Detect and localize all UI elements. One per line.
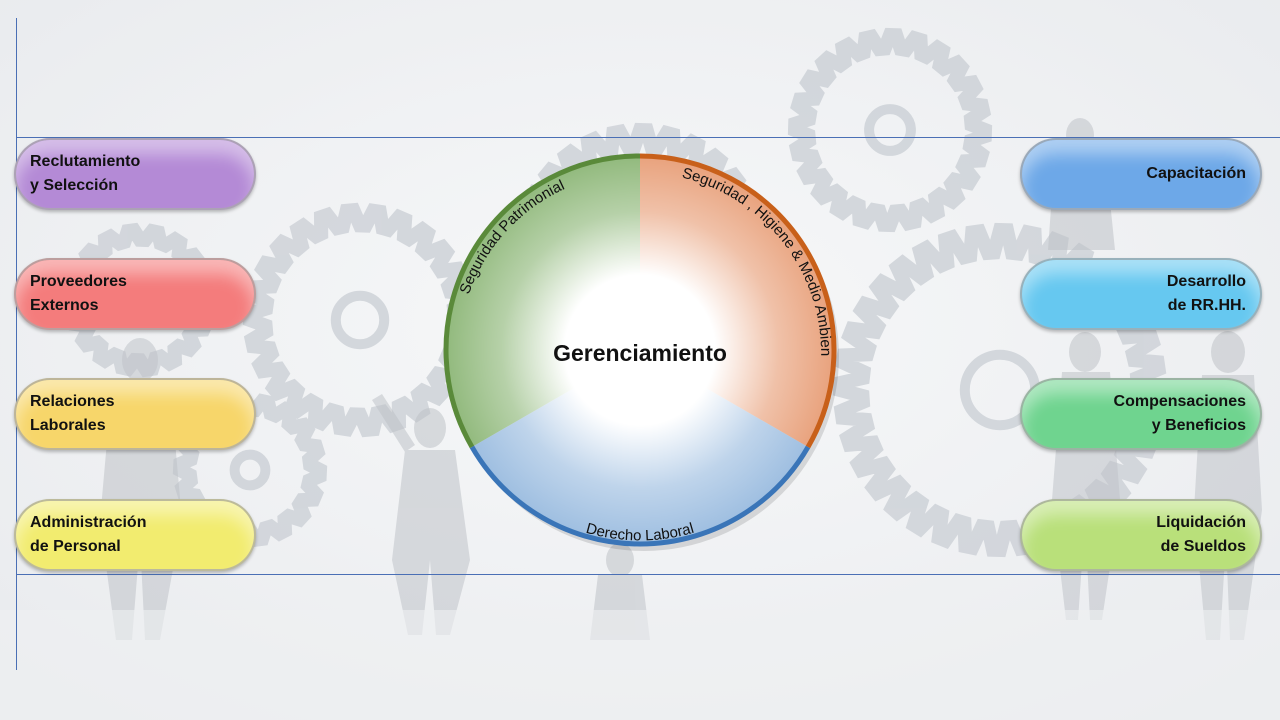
pill-line: Externos bbox=[30, 297, 99, 314]
pill-line: de Personal bbox=[30, 538, 121, 555]
gear-icon bbox=[242, 202, 478, 438]
segment-rim-seguridad-patrimonial bbox=[443, 153, 641, 449]
pill-line: Relaciones bbox=[30, 393, 115, 410]
gear-icon bbox=[787, 27, 993, 233]
gear-hub bbox=[229, 449, 271, 491]
pill-liquidacion-sueldos: Liquidación de Sueldos bbox=[1020, 499, 1262, 571]
gear-hub bbox=[330, 290, 390, 350]
center-title: Gerenciamiento bbox=[553, 340, 727, 366]
pill-proveedores-externos: Proveedores Externos bbox=[14, 258, 256, 330]
pill-reclutamiento-seleccion: Reclutamiento y Selección bbox=[14, 138, 256, 210]
gear-icon bbox=[172, 392, 328, 548]
pill-line: Capacitación bbox=[1146, 165, 1246, 182]
pill-capacitacion: Capacitación bbox=[1020, 138, 1262, 210]
pill-line: y Selección bbox=[30, 177, 119, 194]
pill-administracion-personal: Administración de Personal bbox=[14, 499, 256, 571]
pill-line: y Beneficios bbox=[1151, 417, 1246, 434]
pill-compensaciones-beneficios: Compensaciones y Beneficios bbox=[1020, 378, 1262, 450]
pill-line: de RR.HH. bbox=[1167, 297, 1246, 314]
pill-line: Reclutamiento bbox=[30, 153, 141, 170]
guide-line-top bbox=[16, 137, 1280, 138]
guide-line-vertical bbox=[16, 18, 17, 670]
pill-line: Desarrollo bbox=[1166, 273, 1246, 290]
pill-desarrollo-rrhh: Desarrollo de RR.HH. bbox=[1020, 258, 1262, 330]
segment-rim-seguridad-higiene bbox=[639, 153, 837, 449]
gear-hub bbox=[864, 104, 916, 156]
pill-line: Liquidación bbox=[1156, 514, 1246, 531]
pill-relaciones-laborales: Relaciones Laborales bbox=[14, 378, 256, 450]
segment-rim-derecho-laboral bbox=[469, 445, 811, 547]
pill-line: Administración bbox=[30, 514, 147, 531]
guide-line-bottom bbox=[16, 574, 1280, 575]
pill-line: de Sueldos bbox=[1160, 538, 1246, 555]
pill-line: Laborales bbox=[30, 417, 106, 434]
pill-line: Compensaciones bbox=[1113, 393, 1246, 410]
pill-line: Proveedores bbox=[30, 273, 127, 290]
